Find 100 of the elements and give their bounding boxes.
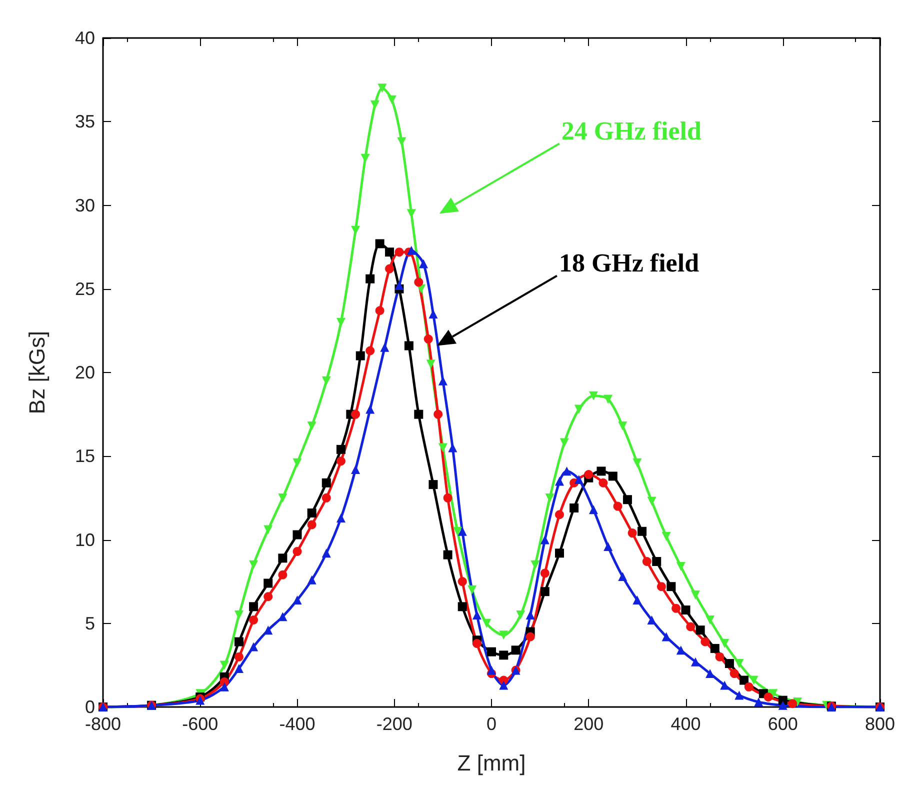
point xyxy=(574,404,584,414)
point xyxy=(554,476,564,486)
point xyxy=(414,278,424,287)
x-tick-label: -400 xyxy=(279,714,316,734)
point xyxy=(414,410,424,419)
text: 24 GHz field xyxy=(561,116,702,146)
point xyxy=(560,438,569,448)
point xyxy=(468,585,477,594)
point xyxy=(472,638,482,648)
point xyxy=(656,582,666,592)
point xyxy=(700,637,710,646)
point xyxy=(720,680,730,690)
point xyxy=(482,618,492,628)
point xyxy=(652,556,662,566)
x-tick-label: -800 xyxy=(84,714,122,734)
point xyxy=(734,659,744,668)
point xyxy=(351,410,360,419)
point xyxy=(724,659,734,668)
point xyxy=(264,592,273,602)
point xyxy=(715,652,724,662)
point xyxy=(778,700,788,710)
point xyxy=(734,690,744,700)
point xyxy=(628,528,637,538)
point xyxy=(356,351,365,360)
point xyxy=(394,248,404,257)
point xyxy=(278,570,288,580)
point xyxy=(540,587,550,596)
y-tick-label: 5 xyxy=(84,613,95,634)
point xyxy=(448,443,458,452)
x-tick-label: 400 xyxy=(670,714,701,734)
point xyxy=(540,535,550,544)
point xyxy=(278,554,288,563)
point xyxy=(788,699,798,708)
point xyxy=(638,526,647,536)
point xyxy=(768,689,778,698)
point xyxy=(453,526,462,536)
point xyxy=(249,642,258,652)
point xyxy=(499,680,508,690)
y-tick-label: 0 xyxy=(84,697,95,717)
point xyxy=(336,514,346,523)
point xyxy=(754,697,764,706)
point xyxy=(458,577,467,586)
point xyxy=(234,664,244,674)
point xyxy=(264,525,273,534)
point xyxy=(278,493,288,502)
point xyxy=(647,616,656,625)
point xyxy=(249,602,258,612)
point xyxy=(613,502,622,511)
point xyxy=(720,638,730,648)
point xyxy=(375,306,384,316)
point xyxy=(487,647,496,656)
y-tick-label: 25 xyxy=(74,278,95,299)
point xyxy=(366,274,375,284)
x-tick-label: -600 xyxy=(182,714,218,734)
point xyxy=(385,248,394,257)
point xyxy=(404,341,414,350)
x-tick-label: -200 xyxy=(376,714,412,734)
y-tick-label: 15 xyxy=(74,446,95,466)
point xyxy=(472,610,482,620)
x-tick-label: 200 xyxy=(574,714,604,734)
point xyxy=(554,510,564,520)
point xyxy=(322,376,331,386)
y-tick-label: 20 xyxy=(74,362,95,382)
point xyxy=(487,666,496,675)
point xyxy=(434,410,443,419)
point xyxy=(499,650,508,660)
point xyxy=(584,470,594,480)
point xyxy=(387,95,396,104)
point xyxy=(307,508,316,518)
point xyxy=(428,309,438,318)
point xyxy=(366,346,375,356)
point xyxy=(443,493,452,502)
point xyxy=(322,493,331,502)
point xyxy=(662,532,671,541)
point xyxy=(690,590,700,600)
point xyxy=(428,480,438,490)
point xyxy=(618,572,628,582)
y-tick-label: 40 xyxy=(74,28,95,48)
point xyxy=(710,644,720,653)
point xyxy=(307,422,316,431)
point xyxy=(632,458,642,468)
point xyxy=(292,595,302,604)
point xyxy=(370,100,380,110)
point xyxy=(307,520,316,530)
point xyxy=(292,458,302,468)
point xyxy=(706,616,715,625)
y-tick-label: 35 xyxy=(74,112,95,132)
point xyxy=(220,660,229,670)
point xyxy=(740,676,749,685)
point xyxy=(380,342,390,352)
point xyxy=(622,495,632,504)
x-tick-label: 800 xyxy=(864,714,896,734)
point xyxy=(604,542,613,551)
point xyxy=(764,692,773,702)
point xyxy=(322,478,331,488)
point xyxy=(336,318,346,327)
point xyxy=(530,560,540,570)
point xyxy=(681,605,690,614)
x-tick-label: 600 xyxy=(768,714,798,734)
point xyxy=(744,682,754,692)
